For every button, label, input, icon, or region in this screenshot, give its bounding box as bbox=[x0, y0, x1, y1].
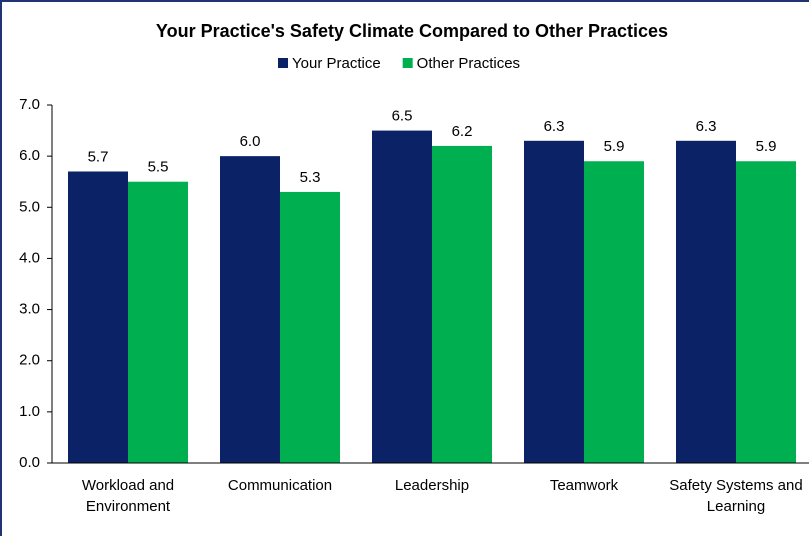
data-label: 5.5 bbox=[148, 159, 169, 176]
bar bbox=[220, 156, 280, 463]
y-tick-label: 2.0 bbox=[19, 352, 40, 369]
bar bbox=[584, 161, 644, 463]
y-tick-label: 6.0 bbox=[19, 147, 40, 164]
data-label: 5.7 bbox=[88, 148, 109, 165]
bar bbox=[128, 181, 188, 463]
data-label: 6.3 bbox=[544, 118, 565, 135]
chart-title: Your Practice's Safety Climate Compared … bbox=[156, 21, 668, 41]
x-tick-label: Teamwork bbox=[549, 477, 619, 494]
x-tick-label: Workload and Environment bbox=[81, 477, 175, 515]
data-label: 6.2 bbox=[452, 123, 473, 140]
legend-swatch bbox=[402, 58, 413, 68]
bar bbox=[524, 140, 584, 464]
bar bbox=[68, 171, 128, 463]
data-label: 6.0 bbox=[240, 133, 261, 150]
data-label: 5.3 bbox=[300, 169, 321, 186]
legend-label: Your Practice bbox=[292, 55, 381, 72]
y-tick-label: 3.0 bbox=[19, 301, 40, 318]
y-tick-label: 4.0 bbox=[19, 249, 40, 266]
x-tick-label: Safety Systems and Learning bbox=[669, 477, 803, 515]
data-label: 6.3 bbox=[696, 118, 717, 135]
bar bbox=[372, 130, 432, 464]
y-tick-label: 1.0 bbox=[19, 403, 40, 420]
x-tick-label: Communication bbox=[227, 477, 333, 494]
data-label: 5.9 bbox=[756, 138, 777, 155]
bar bbox=[736, 161, 796, 463]
y-tick-label: 5.0 bbox=[19, 198, 40, 215]
y-tick-label: 0.0 bbox=[19, 454, 40, 471]
bar bbox=[676, 140, 736, 464]
bar bbox=[280, 191, 340, 463]
legend-label: Other Practices bbox=[417, 55, 520, 72]
data-label: 6.5 bbox=[392, 108, 413, 125]
y-tick-label: 7.0 bbox=[19, 96, 40, 113]
data-label: 5.9 bbox=[604, 138, 625, 155]
legend-swatch bbox=[278, 58, 288, 68]
bar bbox=[432, 145, 492, 463]
x-tick-label: Leadership bbox=[394, 477, 470, 494]
